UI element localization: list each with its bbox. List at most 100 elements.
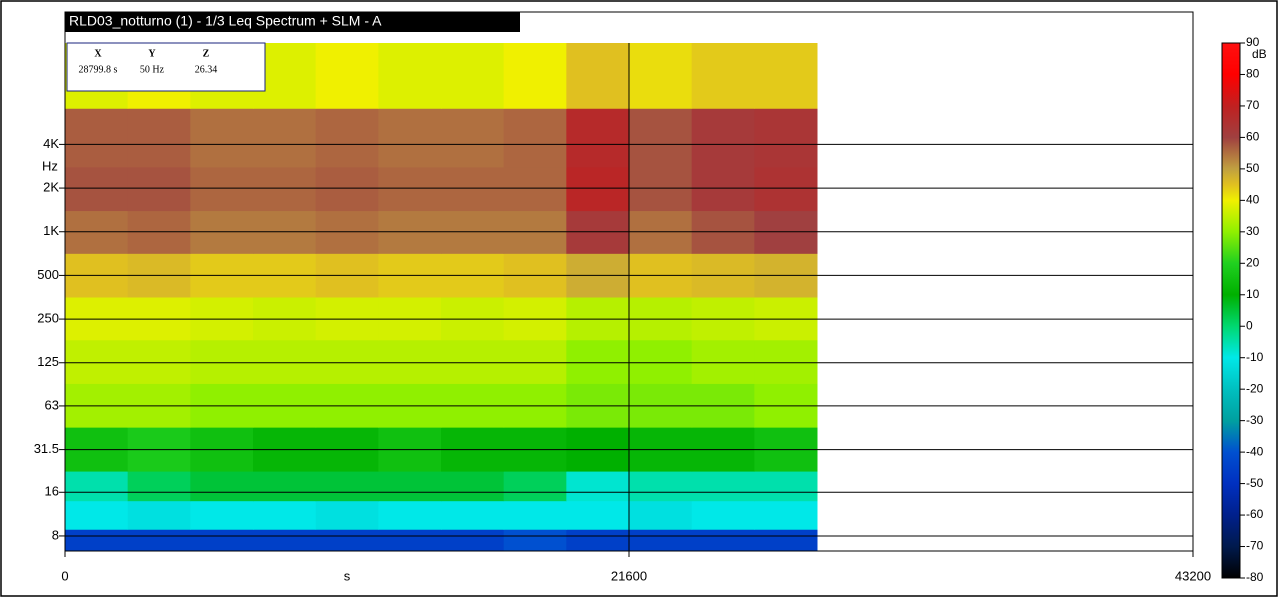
cell — [253, 339, 317, 384]
cell — [629, 43, 693, 109]
readout-box — [66, 42, 266, 92]
cell — [441, 43, 505, 109]
readout-header: X — [94, 48, 102, 59]
x-tick-label: 0 — [61, 568, 68, 583]
cell — [253, 529, 317, 552]
colorbar-tick-label: 0 — [1246, 318, 1253, 332]
cell — [566, 108, 630, 168]
cell — [127, 471, 191, 502]
cell — [190, 500, 254, 530]
y-tick-label: 500 — [37, 267, 59, 282]
grid — [65, 43, 1193, 551]
colorbar-tick-label: -80 — [1246, 570, 1264, 584]
readout-header: Y — [148, 48, 156, 59]
cell — [190, 166, 254, 212]
y-tick-label: 4K — [43, 136, 59, 151]
cell — [441, 108, 505, 168]
cell — [441, 471, 505, 502]
cell — [629, 108, 693, 168]
y-tick-label: 250 — [37, 311, 59, 326]
cell — [190, 529, 254, 552]
x-tick-label: 21600 — [611, 568, 647, 583]
cell — [566, 529, 630, 552]
cell — [691, 529, 755, 552]
cell — [127, 166, 191, 212]
cell — [566, 339, 630, 384]
cell — [127, 500, 191, 530]
cell — [378, 529, 442, 552]
cell — [503, 166, 567, 212]
cell — [566, 500, 630, 530]
cell — [315, 529, 379, 552]
y-tick-label: 1K — [43, 223, 59, 238]
colorbar-tick-label: 30 — [1246, 224, 1260, 238]
cell — [754, 529, 818, 552]
colorbar-tick-label: -20 — [1246, 381, 1264, 395]
cell — [503, 471, 567, 502]
readout-value: 26.34 — [195, 64, 218, 75]
cell — [127, 529, 191, 552]
colorbar-tick-label: -70 — [1246, 539, 1264, 553]
heatmap — [65, 43, 818, 552]
cell — [253, 500, 317, 530]
cell — [754, 166, 818, 212]
cell — [754, 339, 818, 384]
cell — [754, 500, 818, 530]
cell — [503, 108, 567, 168]
cell — [65, 500, 129, 530]
cell — [754, 108, 818, 168]
cell — [315, 471, 379, 502]
cell — [566, 166, 630, 212]
cell — [691, 471, 755, 502]
cell — [441, 529, 505, 552]
cell — [253, 166, 317, 212]
y-tick-label: 8 — [52, 527, 59, 542]
cell — [315, 166, 379, 212]
chart-title: RLD03_notturno (1) - 1/3 Leq Spectrum + … — [69, 13, 382, 29]
cell — [65, 108, 129, 168]
cell — [691, 339, 755, 384]
readout-value: 50 Hz — [140, 64, 165, 75]
cell — [754, 471, 818, 502]
colorbar-tick-label: 60 — [1246, 130, 1260, 144]
y-axis-label: Hz — [42, 158, 58, 173]
cell — [441, 339, 505, 384]
y-tick-label: 125 — [37, 354, 59, 369]
colorbar-tick-label: -60 — [1246, 507, 1264, 521]
cell — [629, 529, 693, 552]
cell — [691, 166, 755, 212]
readout-header: Z — [203, 48, 210, 59]
cell — [378, 471, 442, 502]
cell — [65, 339, 129, 384]
title-box — [65, 12, 520, 32]
cell — [441, 166, 505, 212]
x-tick-label: 43200 — [1175, 568, 1211, 583]
cell — [691, 43, 755, 109]
colorbar-label: dB — [1252, 47, 1267, 61]
cell — [378, 500, 442, 530]
readout-value: 28799.8 s — [79, 64, 118, 75]
colorbar-tick-label: -30 — [1246, 413, 1264, 427]
x-axis-label: s — [344, 568, 351, 583]
cell — [65, 166, 129, 212]
colorbar-tick-label: 40 — [1246, 193, 1260, 207]
colorbar-tick-label: -50 — [1246, 476, 1264, 490]
cell — [190, 471, 254, 502]
cell — [691, 108, 755, 168]
cell — [378, 108, 442, 168]
y-tick-label: 2K — [43, 180, 59, 195]
cell — [378, 166, 442, 212]
cell — [315, 500, 379, 530]
cell — [566, 471, 630, 502]
cell — [754, 43, 818, 109]
cell — [253, 108, 317, 168]
cell — [503, 500, 567, 530]
cell — [629, 339, 693, 384]
cell — [65, 529, 129, 552]
cell — [315, 108, 379, 168]
cell — [503, 529, 567, 552]
y-tick-label: 63 — [45, 397, 59, 412]
cell — [315, 339, 379, 384]
colorbar-tick-label: 50 — [1246, 161, 1260, 175]
